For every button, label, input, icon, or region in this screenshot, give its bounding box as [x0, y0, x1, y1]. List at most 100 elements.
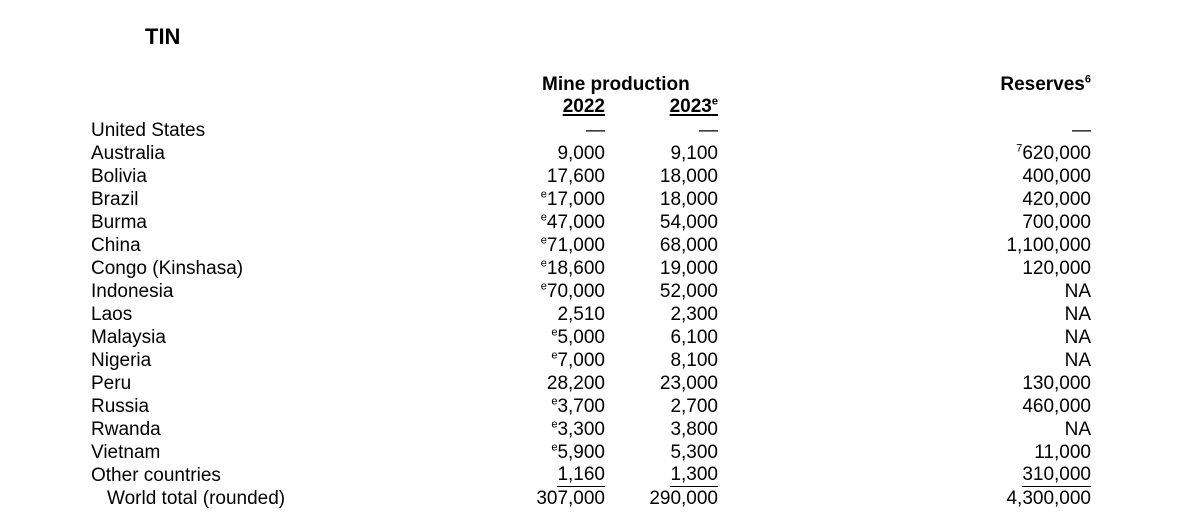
country-name: Congo (Kinshasa) — [91, 258, 244, 279]
table-row: Vietnam e5,900 5,300 11,000 — [0, 441, 1202, 464]
production-2022-value: 5,900 — [557, 442, 605, 463]
production-2023-value: — — [699, 120, 718, 141]
estimate-superscript: e — [551, 395, 558, 408]
production-2023-value: 18,000 — [659, 166, 718, 187]
reserves-value: — — [1072, 120, 1091, 141]
country-name: Australia — [91, 143, 165, 164]
page-title: TIN — [145, 24, 181, 49]
production-2022-value: 3,700 — [557, 396, 605, 417]
reserves-header: Reserves6 — [1000, 74, 1091, 96]
estimate-superscript: e — [540, 280, 547, 293]
table-row: Indonesia e70,000 52,000 NA — [0, 280, 1202, 303]
table-row: Malaysia e5,000 6,100 NA — [0, 326, 1202, 349]
estimate-superscript: e — [540, 257, 547, 270]
country-name: Peru — [91, 373, 132, 394]
production-2023-value: 3,800 — [670, 419, 718, 440]
total-reserves-value: 4,300,000 — [1006, 488, 1091, 509]
reserves-label: Reserves — [1000, 74, 1085, 95]
reserves-value: 310,000 — [1022, 464, 1091, 485]
production-2022-value: 28,200 — [546, 373, 605, 394]
reserves-cell: 700,000 — [1022, 211, 1091, 234]
production-2023-value: 54,000 — [659, 212, 718, 233]
reserves-value: NA — [1064, 350, 1091, 371]
reserves-value: 1,100,000 — [1006, 235, 1091, 256]
reserves-value: 11,000 — [1034, 442, 1091, 463]
production-2022-cell: e7,000 — [551, 349, 605, 372]
table-row: Peru 28,200 23,000 130,000 — [0, 372, 1202, 395]
estimate-superscript: e — [551, 326, 558, 339]
reserves-value: NA — [1064, 327, 1091, 348]
production-2023-value: 9,100 — [670, 143, 718, 164]
reserves-value: NA — [1064, 419, 1091, 440]
estimate-superscript: e — [551, 441, 558, 454]
table-row: Congo (Kinshasa) e18,600 19,000 120,000 — [0, 257, 1202, 280]
production-2022-value: 18,600 — [546, 258, 605, 279]
table-row: Rwanda e3,300 3,800 NA — [0, 418, 1202, 441]
production-2022-cell: e5,900 — [551, 441, 605, 464]
reserves-superscript: 6 — [1084, 73, 1091, 86]
production-2022-value: 47,000 — [546, 212, 605, 233]
production-2022-value: 17,600 — [546, 166, 605, 187]
table-row: Australia 9,000 9,100 7620,000 — [0, 142, 1202, 165]
country-name: United States — [91, 120, 206, 141]
table-row: Russia e3,700 2,700 460,000 — [0, 395, 1202, 418]
reserves-cell: 120,000 — [1022, 257, 1091, 280]
year-2023-label: 2023 — [669, 96, 712, 117]
country-name: Nigeria — [91, 350, 152, 371]
reserves-cell: 310,000 — [1022, 464, 1091, 487]
production-2022-cell: e5,000 — [551, 326, 605, 349]
production-2023-value: 5,300 — [670, 442, 718, 463]
reserves-cell: NA — [1065, 280, 1091, 303]
production-2022-value: 1,160 — [557, 464, 605, 485]
table-row: China e71,000 68,000 1,100,000 — [0, 234, 1202, 257]
reserves-value: 460,000 — [1022, 396, 1091, 417]
country-name: Burma — [91, 212, 147, 233]
production-2023-value: 8,100 — [670, 350, 718, 371]
production-2022-cell: e3,300 — [551, 418, 605, 441]
table-row: United States — — — — [0, 119, 1202, 142]
production-2023-value: 6,100 — [670, 327, 718, 348]
country-name: Vietnam — [91, 442, 161, 463]
reserves-value: 700,000 — [1022, 212, 1091, 233]
production-2023-value: 1,300 — [670, 464, 718, 487]
country-name: Bolivia — [91, 166, 147, 187]
estimate-superscript: e — [540, 188, 547, 201]
production-2023-value: 19,000 — [659, 258, 718, 279]
production-2023-value: 52,000 — [659, 281, 718, 302]
production-2022-cell: e71,000 — [541, 234, 605, 257]
reserves-superscript: 7 — [1016, 142, 1023, 155]
country-name: China — [91, 235, 141, 256]
year-2022-header: 2022 — [562, 96, 605, 117]
reserves-cell: 7620,000 — [1016, 142, 1091, 165]
table-row: Brazil e17,000 18,000 420,000 — [0, 188, 1202, 211]
table-row: Bolivia 17,600 18,000 400,000 — [0, 165, 1202, 188]
country-name: Russia — [91, 396, 150, 417]
country-name: Laos — [91, 304, 133, 325]
estimate-superscript: e — [540, 234, 547, 247]
reserves-value: NA — [1064, 304, 1091, 325]
production-2022-value: — — [586, 120, 605, 141]
production-2022-cell: e70,000 — [541, 280, 605, 303]
production-2022-cell: 1,160 — [557, 464, 605, 487]
production-2022-cell: 28,200 — [547, 372, 605, 395]
production-2022-value: 7,000 — [557, 350, 605, 371]
reserves-cell: 130,000 — [1022, 372, 1091, 395]
production-2022-cell: e17,000 — [541, 188, 605, 211]
table-row: Laos 2,510 2,300 NA — [0, 303, 1202, 326]
table-row: Burma e47,000 54,000 700,000 — [0, 211, 1202, 234]
country-name: Other countries — [91, 465, 221, 486]
production-2023-value: 2,700 — [670, 396, 718, 417]
total-row: World total (rounded) 307,000 290,000 4,300… — [0, 487, 1202, 510]
production-2022-value: 5,000 — [557, 327, 605, 348]
reserves-cell: 420,000 — [1022, 188, 1091, 211]
reserves-cell: NA — [1065, 303, 1091, 326]
estimate-superscript: e — [551, 349, 558, 362]
reserves-cell: — — [1072, 119, 1091, 142]
mine-production-header: Mine production — [542, 74, 690, 95]
production-2022-cell: 17,600 — [547, 165, 605, 188]
production-2022-value: 71,000 — [546, 235, 605, 256]
total-2023-value: 290,000 — [649, 488, 718, 509]
reserves-value: 130,000 — [1022, 373, 1091, 394]
reserves-cell: NA — [1065, 326, 1091, 349]
reserves-value: 620,000 — [1022, 143, 1091, 164]
